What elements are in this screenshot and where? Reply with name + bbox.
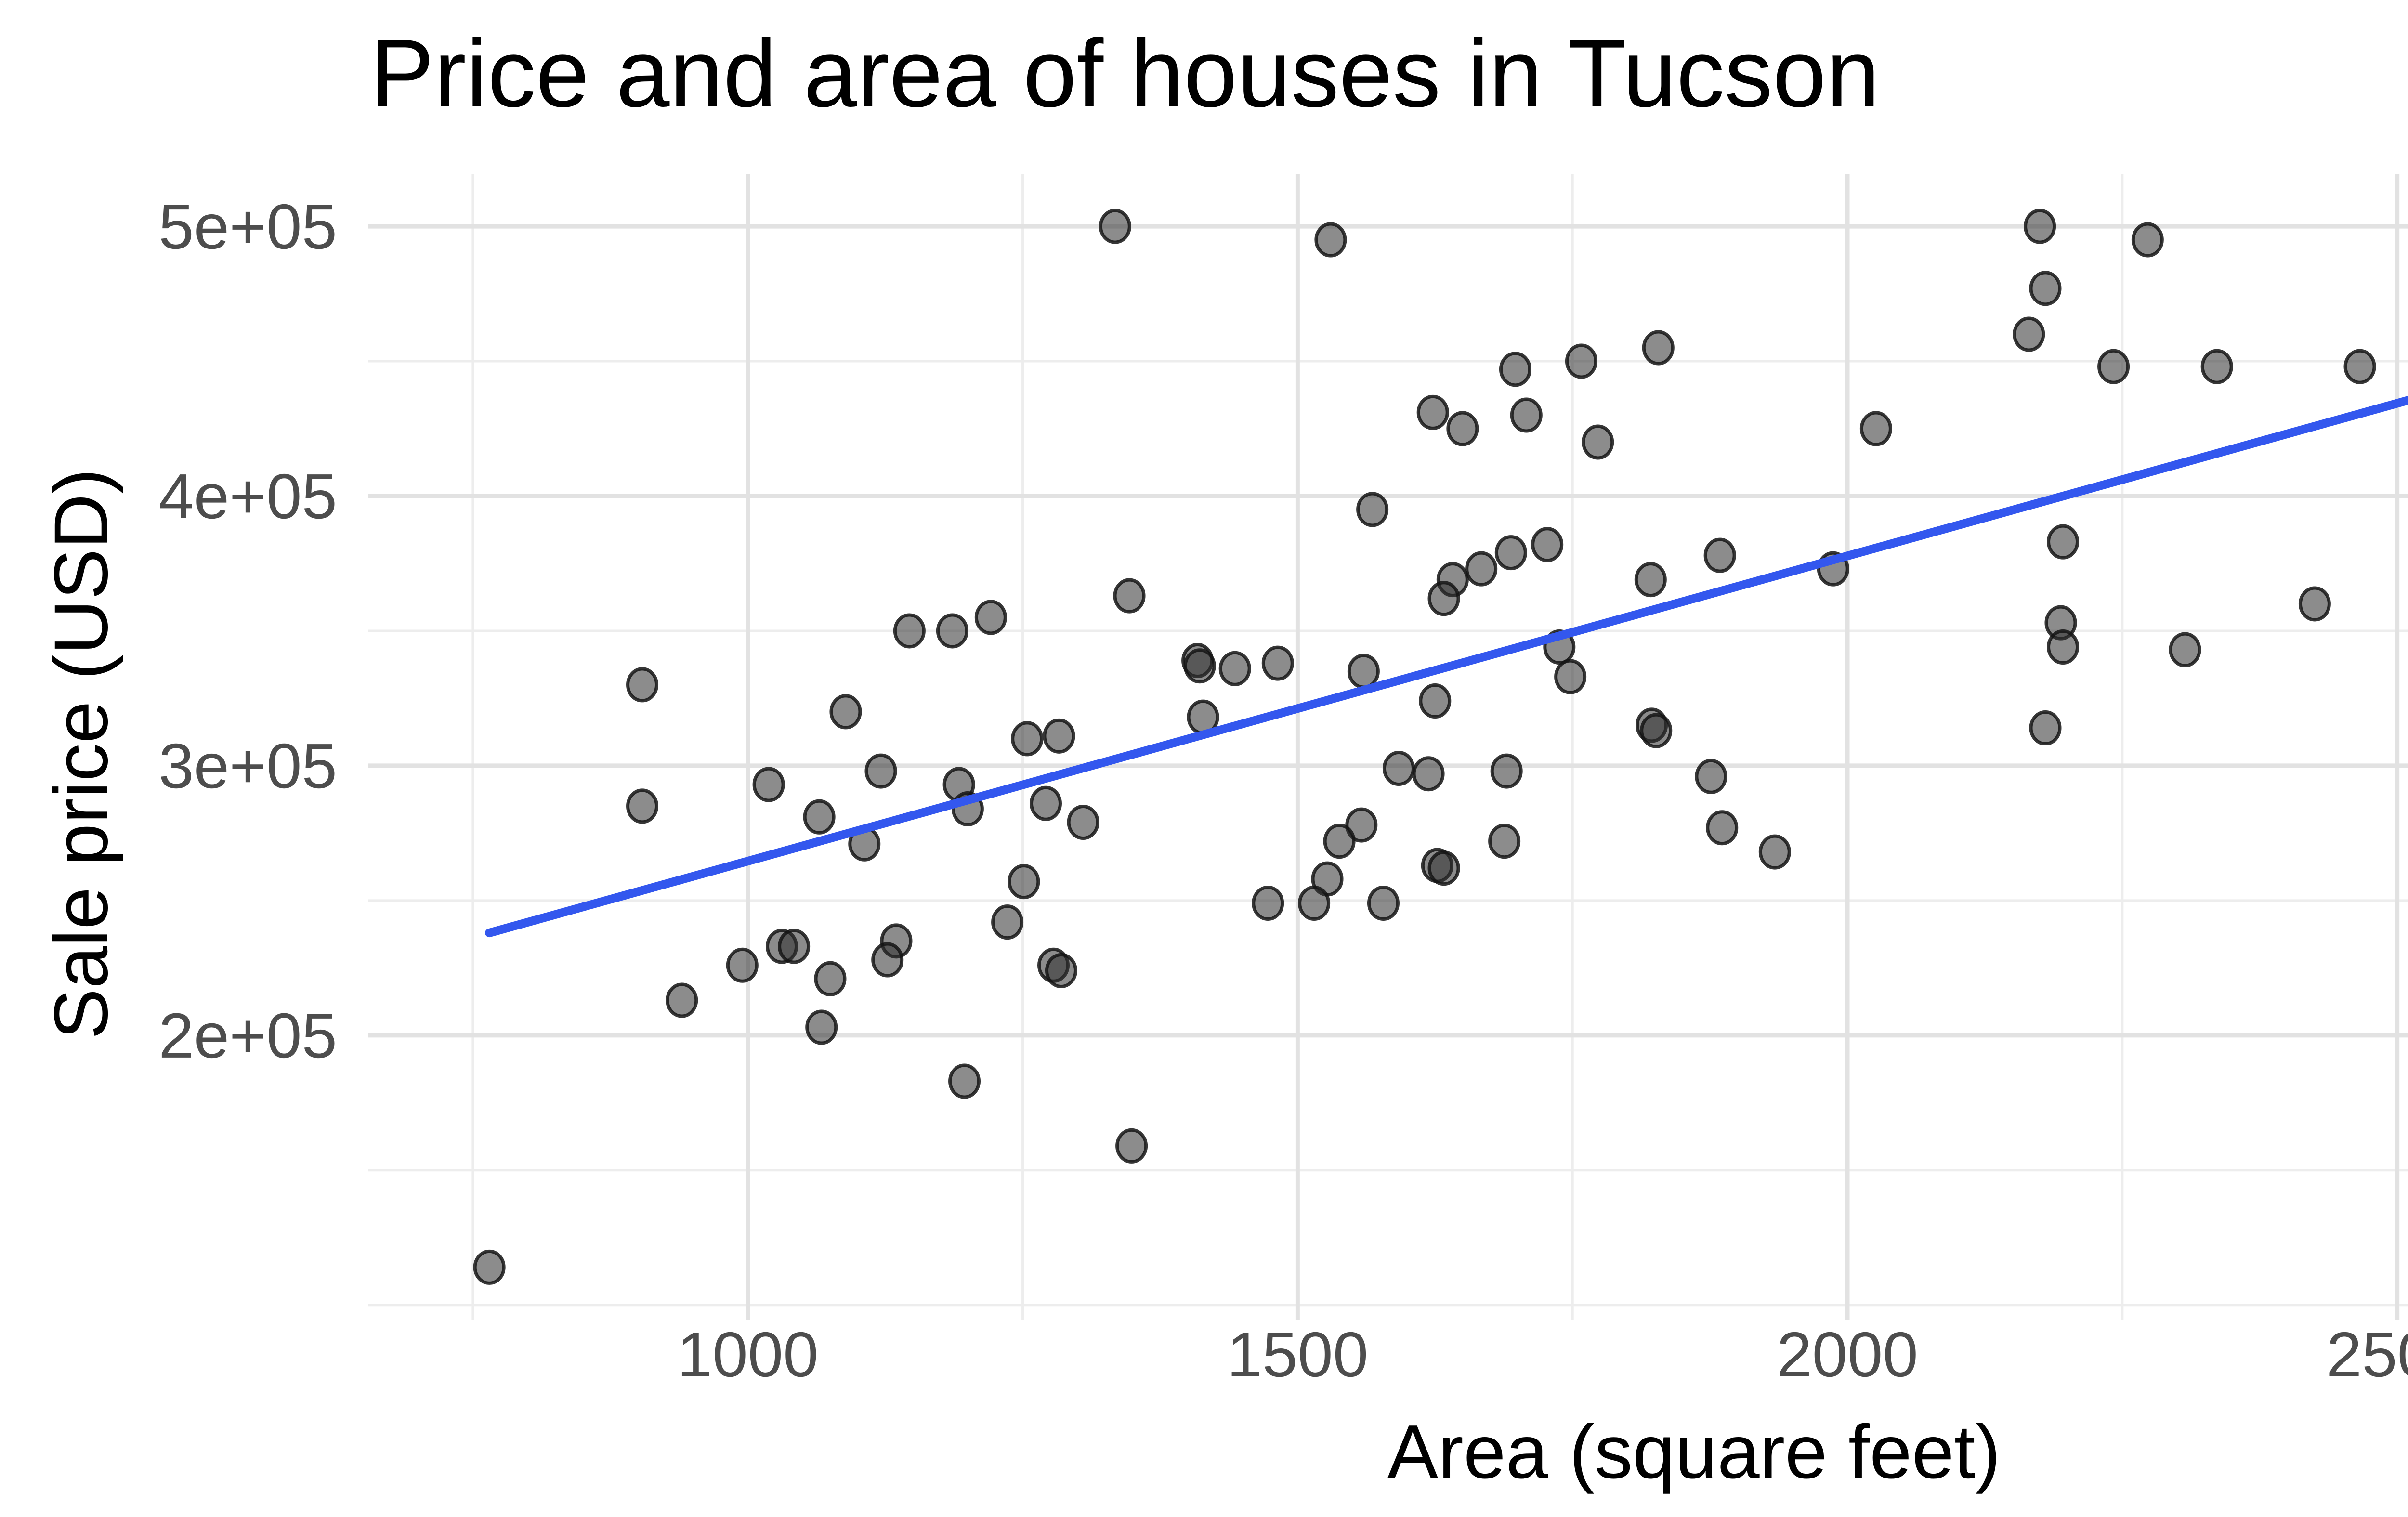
y-tick-labels: 2e+05 3e+05 4e+05 5e+05: [158, 191, 337, 1071]
data-point: [752, 767, 785, 802]
data-point: [2047, 629, 2080, 665]
chart-title: Price and area of houses in Tucson: [370, 20, 1880, 127]
data-point: [1695, 758, 1727, 794]
data-point: [2029, 271, 2062, 306]
x-tick-labels: 10001500200025003000: [677, 1319, 2408, 1390]
data-point: [871, 942, 904, 978]
data-point: [936, 613, 968, 649]
x-axis-title: Area (square feet): [1387, 1410, 2001, 1494]
data-point: [2169, 632, 2201, 667]
data-point: [1323, 824, 1356, 859]
data-point: [893, 613, 926, 649]
minor-gridlines: [368, 174, 2408, 1320]
data-point: [2200, 349, 2233, 384]
data-point: [1416, 394, 1449, 430]
data-point: [864, 753, 897, 789]
data-point: [948, 1063, 981, 1099]
data-point: [778, 929, 811, 964]
x-tick-label: 2500: [2327, 1319, 2408, 1390]
y-tick-label: 5e+05: [158, 191, 337, 262]
data-point: [1446, 411, 1479, 446]
data-point: [1298, 885, 1331, 921]
data-point: [1531, 527, 1564, 562]
data-point: [1758, 834, 1791, 870]
regression-line: [485, 395, 2408, 938]
data-point: [1582, 424, 1614, 460]
data-point: [626, 667, 659, 703]
data-point: [974, 600, 1007, 635]
data-point: [1427, 850, 1460, 886]
data-point: [473, 1249, 506, 1285]
data-point: [1218, 651, 1251, 686]
data-point: [1642, 330, 1675, 366]
data-point: [1183, 648, 1216, 684]
data-point: [1011, 721, 1044, 757]
data-point: [1382, 751, 1415, 786]
data-point: [1345, 807, 1378, 843]
data-point: [1008, 864, 1040, 900]
y-axis-title: Sale price (USD): [39, 468, 124, 1040]
data-point: [2298, 586, 2331, 622]
data-point: [1045, 953, 1077, 988]
x-tick-label: 1000: [677, 1319, 819, 1390]
data-point: [2024, 209, 2056, 244]
data-point: [803, 799, 836, 835]
data-point: [1043, 718, 1075, 754]
data-point: [1703, 537, 1736, 573]
data-point: [1494, 535, 1527, 571]
data-point: [1261, 645, 1294, 681]
data-point: [805, 1009, 838, 1045]
data-point: [1490, 753, 1523, 789]
x-tick-label: 2000: [1777, 1319, 1918, 1390]
data-point: [1419, 683, 1452, 719]
data-point: [1367, 885, 1400, 921]
data-point: [1347, 654, 1380, 689]
data-point: [1634, 562, 1667, 598]
trend-line: [485, 395, 2408, 938]
data-point: [666, 982, 698, 1018]
y-tick-label: 2e+05: [158, 1000, 337, 1071]
data-point: [1115, 1128, 1148, 1164]
data-point: [1314, 222, 1347, 258]
data-point: [2097, 349, 2130, 384]
data-point: [2131, 222, 2164, 258]
data-point: [829, 694, 862, 730]
data-point: [1099, 209, 1131, 244]
x-tick-label: 1500: [1227, 1319, 1369, 1390]
data-point: [2013, 316, 2045, 352]
data-point: [991, 904, 1024, 940]
data-point: [1465, 551, 1498, 587]
data-point: [1067, 804, 1099, 840]
data-point: [1252, 885, 1284, 921]
y-tick-label: 4e+05: [158, 461, 337, 532]
data-point: [1030, 785, 1062, 821]
data-point: [2343, 349, 2376, 384]
data-point: [1565, 343, 1597, 379]
data-point: [1499, 352, 1531, 387]
data-point: [1859, 411, 1892, 446]
data-point: [1356, 492, 1389, 527]
data-point: [626, 788, 659, 824]
data-point: [1113, 578, 1146, 614]
data-point: [726, 947, 759, 983]
data-point: [1412, 756, 1445, 792]
data-point: [2029, 710, 2062, 746]
data-point: [1706, 810, 1739, 846]
data-point: [1554, 659, 1587, 694]
data-point: [1427, 581, 1460, 616]
data-points: [473, 209, 2376, 1285]
data-point: [1510, 397, 1543, 433]
data-point: [1488, 824, 1521, 859]
data-point: [1640, 713, 1673, 748]
data-point: [2047, 524, 2080, 560]
y-tick-label: 3e+05: [158, 731, 337, 801]
major-gridlines: [368, 174, 2408, 1320]
data-point: [814, 961, 847, 996]
